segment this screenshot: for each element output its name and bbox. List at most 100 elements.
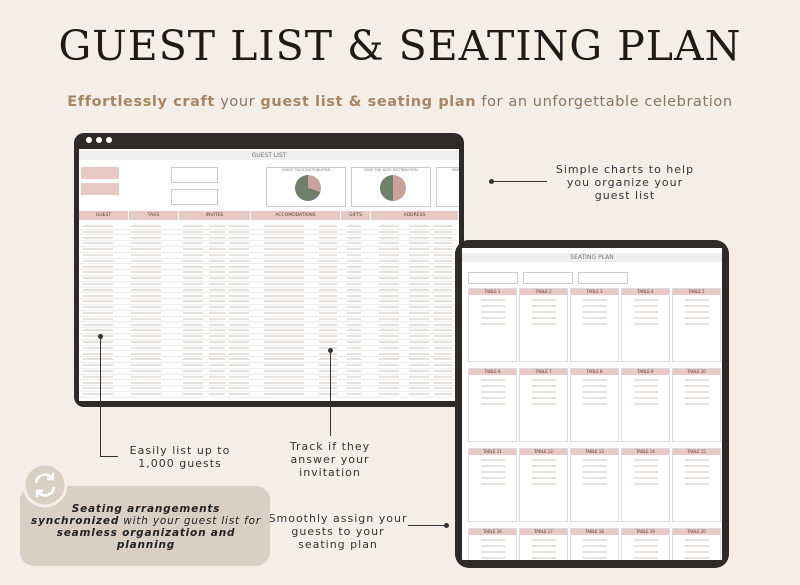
table-title: TABLE 12 <box>520 449 567 455</box>
cell-placeholder <box>209 387 225 390</box>
cell-placeholder <box>131 283 161 285</box>
table-title: TABLE 13 <box>571 449 618 455</box>
row-line <box>79 332 459 334</box>
cell-placeholder <box>131 265 161 268</box>
cell-placeholder <box>131 346 161 349</box>
cell-placeholder <box>379 236 399 239</box>
cell-placeholder <box>264 277 304 280</box>
cell-placeholder <box>229 387 249 390</box>
cell-placeholder <box>209 346 225 349</box>
seat-placeholder <box>481 379 505 381</box>
text-segment: Seating arrangements synchronized <box>31 503 221 527</box>
cell-placeholder <box>319 346 337 349</box>
connector-dot <box>444 523 449 528</box>
seat-placeholder <box>634 323 658 325</box>
cell-placeholder <box>409 300 429 303</box>
table-card: TABLE 17 <box>519 528 568 560</box>
cell-placeholder <box>434 259 452 262</box>
cell-placeholder <box>83 358 113 361</box>
table-card: TABLE 7 <box>519 368 568 442</box>
cell-placeholder <box>83 323 113 326</box>
seat-placeholder <box>685 299 709 301</box>
cell-placeholder <box>131 271 161 274</box>
connector <box>408 525 446 526</box>
cell-placeholder <box>83 277 113 280</box>
seat-placeholder <box>634 557 658 559</box>
cell-placeholder <box>209 271 225 274</box>
seat-placeholder <box>634 483 658 485</box>
cell-placeholder <box>347 341 361 343</box>
cell-placeholder <box>409 381 429 384</box>
cell-placeholder <box>83 265 113 268</box>
sheet-title: SEATING PLAN <box>462 253 722 262</box>
cell-placeholder <box>83 283 113 285</box>
cell-placeholder <box>319 329 337 332</box>
seat-placeholder <box>583 323 607 325</box>
seat-placeholder <box>481 557 505 559</box>
cell-placeholder <box>83 288 113 291</box>
cell-placeholder <box>209 335 225 338</box>
seat-placeholder <box>532 385 556 387</box>
table-title: TABLE 14 <box>622 449 669 455</box>
cell-placeholder <box>264 312 304 314</box>
cell-placeholder <box>434 317 452 320</box>
row-line <box>79 257 459 258</box>
cell-placeholder <box>183 381 203 384</box>
cell-placeholder <box>434 329 452 332</box>
cell-placeholder <box>347 393 361 396</box>
table-card: TABLE 19 <box>621 528 670 560</box>
row-line <box>79 245 459 247</box>
seat-placeholder <box>583 317 607 319</box>
cell-placeholder <box>264 358 304 361</box>
cell-placeholder <box>183 265 203 268</box>
row-line <box>79 390 459 392</box>
seat-placeholder <box>481 545 505 547</box>
cell-placeholder <box>229 329 249 332</box>
cell-placeholder <box>319 277 337 280</box>
cell-placeholder <box>434 294 452 297</box>
seat-placeholder <box>685 311 709 313</box>
cell-placeholder <box>379 283 399 285</box>
stat-box <box>523 272 573 284</box>
info-box <box>81 183 119 195</box>
cell-placeholder <box>209 300 225 303</box>
cell-placeholder <box>183 294 203 297</box>
cell-placeholder <box>131 341 161 343</box>
cell-placeholder <box>229 242 249 245</box>
seat-placeholder <box>481 539 505 541</box>
cell-placeholder <box>131 329 161 332</box>
window-dots <box>86 137 92 143</box>
seat-placeholder <box>481 465 505 467</box>
seat-placeholder <box>481 403 505 405</box>
cell-placeholder <box>209 265 225 268</box>
sync-icon <box>22 462 68 508</box>
cell-placeholder <box>264 236 304 239</box>
row-line <box>79 251 459 253</box>
cell-placeholder <box>347 381 361 384</box>
section-header: GIFTS <box>341 211 370 220</box>
seat-placeholder <box>583 545 607 547</box>
cell-placeholder <box>434 230 452 233</box>
cell-placeholder <box>379 317 399 320</box>
cell-placeholder <box>229 317 249 320</box>
cell-placeholder <box>183 323 203 326</box>
cell-placeholder <box>209 358 225 361</box>
cell-placeholder <box>319 393 337 396</box>
seat-placeholder <box>532 539 556 541</box>
seat-placeholder <box>685 477 709 479</box>
cell-placeholder <box>434 381 452 384</box>
cell-placeholder <box>229 277 249 280</box>
cell-placeholder <box>409 254 429 256</box>
cell-placeholder <box>131 323 161 326</box>
cell-placeholder <box>83 254 113 256</box>
seat-placeholder <box>634 477 658 479</box>
cell-placeholder <box>264 259 304 262</box>
cell-placeholder <box>379 259 399 262</box>
seat-placeholder <box>583 403 607 405</box>
cell-placeholder <box>347 346 361 349</box>
seat-placeholder <box>685 391 709 393</box>
cell-placeholder <box>264 352 304 355</box>
cell-placeholder <box>379 346 399 349</box>
cell-placeholder <box>264 254 304 256</box>
cell-placeholder <box>131 387 161 390</box>
